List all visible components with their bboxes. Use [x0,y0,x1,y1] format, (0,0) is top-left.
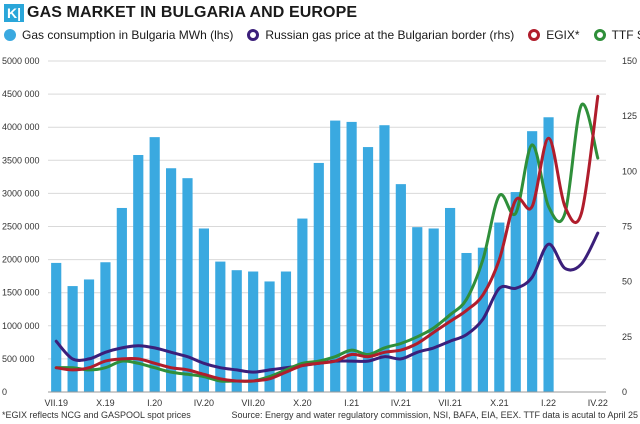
consumption-bar [494,222,505,392]
consumption-bar [527,131,538,392]
consumption-bar [362,147,374,392]
y-right-tick-label: 50 [622,277,632,287]
consumption-bar [330,120,341,392]
y-left-tick-label: 1000 000 [2,321,40,331]
x-tick-label: X.21 [490,398,509,408]
ttf-spot-line [54,102,600,383]
consumption-bar [379,125,390,393]
chart-header: K| GAS MARKET IN BULGARIA AND EUROPE [4,3,357,23]
legend-dot-egix [528,29,541,41]
consumption-bar [461,252,472,392]
consumption-bar [346,121,357,393]
legend-item-consumption: Gas consumption in Bulgaria MWh (lhs) [4,28,233,42]
x-tick-label: X.20 [293,398,312,408]
x-tick-label: VII.20 [241,398,265,408]
legend-dot-russian-price [247,29,260,41]
legend-label-egix: EGIX* [546,28,580,42]
consumption-bar [297,218,308,392]
y-left-tick-label: 0 [2,387,7,397]
x-tick-label: I.22 [541,398,556,408]
consumption-bar [133,155,144,392]
chart-legend: Gas consumption in Bulgaria MWh (lhs) Ru… [4,28,640,42]
y-left-tick-label: 1500 000 [2,288,40,298]
y-left-tick-label: 5000 000 [2,56,40,66]
footnote-egix: *EGIX reflects NCG and GASPOOL spot pric… [2,410,191,420]
y-left-tick-label: 4000 000 [2,122,40,132]
y-right-tick-label: 125 [622,111,637,121]
x-tick-label: IV.20 [194,398,214,408]
y-right-tick-label: 100 [622,166,637,176]
x-tick-label: I.20 [147,398,162,408]
consumption-bar [313,162,324,392]
egix-line [54,94,600,383]
legend-label-consumption: Gas consumption in Bulgaria MWh (lhs) [22,28,234,42]
y-left-tick-label: 2500 000 [2,222,40,232]
consumption-bar [182,178,193,392]
y-left-tick-label: 500 000 [2,354,35,364]
x-tick-label: VII.21 [438,398,462,408]
brand-logo: K| [4,4,25,22]
consumption-bar [166,168,177,392]
source-note: Source: Energy and water regulatory comm… [231,410,638,420]
legend-dot-consumption [4,29,16,41]
y-left-tick-label: 3500 000 [2,155,40,165]
consumption-bar [215,261,226,392]
y-right-tick-label: 75 [622,222,632,232]
consumption-bar [198,228,209,392]
y-left-tick-label: 2000 000 [2,255,40,265]
consumption-bar [100,262,111,392]
consumption-bar [412,227,423,392]
chart-footer: *EGIX reflects NCG and GASPOOL spot pric… [2,410,638,420]
consumption-bar [248,271,259,392]
legend-item-egix: EGIX* [528,28,580,42]
y-right-tick-label: 150 [622,56,637,66]
x-tick-label: VII.19 [44,398,68,408]
legend-item-russian-price: Russian gas price at the Bulgarian borde… [247,28,514,42]
chart-title: GAS MARKET IN BULGARIA AND EUROPE [27,4,358,21]
legend-dot-ttf [593,29,606,41]
consumption-bar [543,117,554,393]
legend-label-ttf: TTF Spot [611,28,640,42]
consumption-bar [428,228,439,392]
y-left-tick-label: 3000 000 [2,188,40,198]
x-tick-label: X.19 [96,398,115,408]
consumption-bar [280,271,292,392]
y-left-tick-label: 4500 000 [2,89,40,99]
consumption-bar [510,192,521,392]
consumption-bar [67,286,78,392]
legend-label-russian-price: Russian gas price at the Bulgarian borde… [265,28,515,42]
consumption-bar [51,262,62,392]
x-tick-label: I.21 [344,398,359,408]
consumption-bar [149,137,160,392]
consumption-bar [116,207,127,392]
x-tick-label: IV.21 [391,398,411,408]
y-right-tick-label: 0 [622,387,627,397]
consumption-bar [231,270,242,392]
consumption-bar [395,184,406,392]
consumption-bar [83,279,95,392]
consumption-bar [445,207,456,392]
consumption-bar [264,281,275,392]
x-tick-label: IV.22 [588,398,608,408]
y-right-tick-label: 25 [622,332,632,342]
legend-item-ttf: TTF Spot [593,28,640,42]
